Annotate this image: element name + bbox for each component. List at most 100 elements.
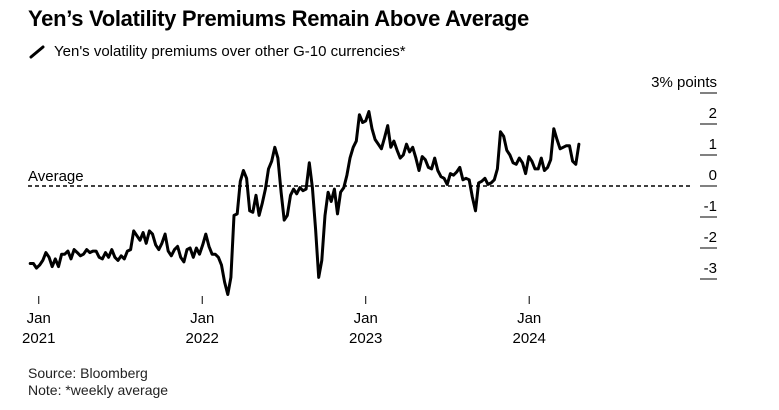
source-note: Source: Bloomberg [28, 365, 148, 381]
data-point [170, 255, 172, 257]
data-point [64, 253, 66, 255]
data-point [396, 149, 398, 151]
data-point [371, 128, 373, 130]
data-point [89, 252, 91, 254]
data-point [515, 163, 517, 165]
data-point [167, 250, 169, 252]
data-point [459, 166, 461, 168]
data-point [434, 157, 436, 159]
data-point [277, 157, 279, 159]
data-point [139, 239, 141, 241]
x-tick-label-month: Jan [517, 310, 541, 327]
x-tick-label-year: 2021 [22, 330, 55, 347]
x-tick-label-month: Jan [354, 310, 378, 327]
data-point [271, 160, 273, 162]
data-point [70, 258, 72, 260]
data-point [67, 250, 69, 252]
data-point [324, 214, 326, 216]
data-point [402, 154, 404, 156]
data-point [377, 143, 379, 145]
data-point [151, 233, 154, 235]
data-point [550, 159, 552, 161]
data-point [528, 156, 530, 158]
data-point [437, 169, 439, 172]
data-point [130, 249, 132, 251]
data-point [346, 174, 348, 176]
data-point [51, 266, 53, 268]
data-point [202, 244, 204, 246]
x-tick-label-year: 2024 [513, 330, 546, 347]
y-tick-label: -1 [704, 198, 717, 215]
data-point [161, 242, 163, 244]
footnote: Note: *weekly average [28, 382, 169, 398]
data-point [177, 245, 179, 247]
data-point [390, 146, 392, 148]
data-point [289, 194, 292, 196]
data-point [471, 196, 473, 198]
data-point [305, 188, 307, 190]
data-point [133, 230, 135, 232]
data-point [409, 151, 411, 153]
data-point [233, 214, 235, 216]
data-point [286, 214, 288, 216]
data-point [343, 187, 345, 189]
data-point [336, 213, 339, 215]
data-point [503, 135, 505, 137]
data-point [274, 146, 276, 148]
data-point [98, 256, 100, 258]
data-point [315, 228, 317, 230]
data-point [293, 188, 295, 190]
data-point [358, 114, 360, 116]
data-point [421, 156, 423, 158]
data-point [82, 253, 85, 255]
data-point [164, 233, 166, 235]
data-point [418, 169, 420, 172]
data-point [321, 259, 323, 261]
data-point [299, 187, 301, 189]
data-point [393, 140, 395, 142]
average-group: Average [28, 168, 690, 187]
data-point [496, 168, 498, 170]
data-point [92, 250, 94, 252]
data-point [104, 252, 107, 254]
data-point [383, 137, 386, 139]
data-point [468, 179, 470, 181]
data-point [340, 191, 342, 193]
data-point [117, 259, 119, 261]
data-point [405, 143, 408, 145]
data-point [73, 249, 75, 251]
data-point [217, 256, 219, 258]
data-point [249, 210, 251, 212]
data-point [86, 249, 88, 251]
data-point [296, 193, 298, 195]
x-axis: Jan 2021 Jan 2022 Jan 2023 Jan 2024 [22, 296, 546, 347]
data-point [32, 262, 35, 265]
x-tick-label-month: Jan [190, 310, 214, 327]
data-point [192, 256, 194, 258]
data-point [42, 259, 44, 261]
y-tick-label: -2 [704, 229, 717, 246]
data-point [236, 213, 238, 215]
data-point [224, 281, 226, 283]
data-point [399, 157, 401, 159]
chart-title: Yen’s Volatility Premiums Remain Above A… [28, 6, 529, 31]
data-point [45, 252, 47, 254]
data-point [180, 256, 182, 258]
data-point [553, 128, 555, 130]
data-point [427, 166, 429, 168]
data-point [48, 256, 50, 258]
data-point [487, 183, 489, 185]
y-tick-label: -3 [704, 260, 717, 277]
data-point [556, 138, 558, 141]
data-point [258, 214, 260, 216]
data-point [261, 202, 263, 204]
data-point [267, 168, 270, 170]
data-point [478, 182, 480, 184]
data-point [462, 179, 464, 181]
data-point [57, 266, 60, 268]
data-point [531, 160, 533, 162]
data-point [512, 162, 514, 164]
data-point [195, 247, 197, 249]
data-point [111, 249, 113, 251]
data-point [490, 182, 492, 184]
